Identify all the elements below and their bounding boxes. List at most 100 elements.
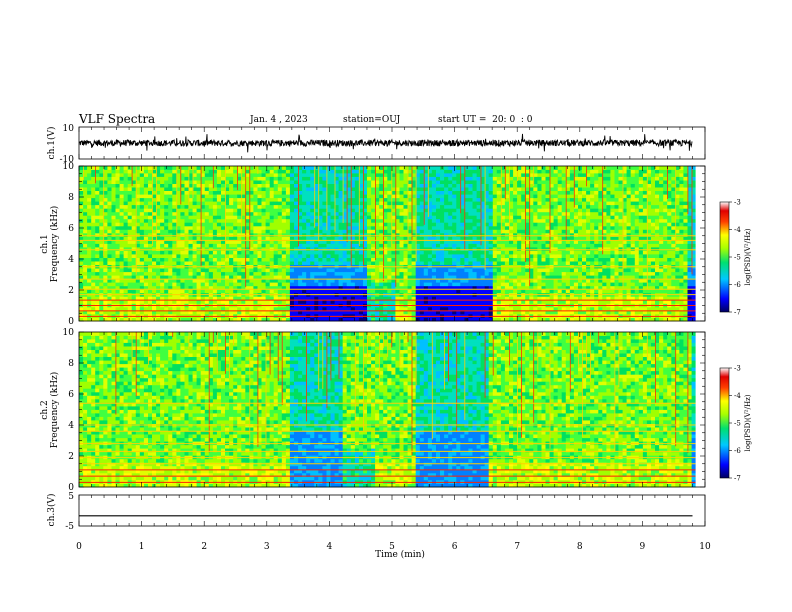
spectrogram-cell	[95, 173, 100, 177]
spectrogram-cell	[294, 222, 299, 227]
spectrogram-cell	[363, 240, 368, 244]
spectrogram-cell	[456, 236, 461, 241]
spectrogram-cell	[488, 208, 494, 213]
spectrogram-cell	[281, 173, 287, 177]
spectrogram-cell	[273, 222, 279, 227]
spectrogram-cell	[87, 306, 92, 311]
sferic-streak	[241, 166, 243, 234]
spectrogram-cell	[87, 225, 92, 230]
spectrogram-cell	[383, 268, 388, 273]
spectrogram-cell	[229, 194, 234, 199]
spectrogram-cell	[277, 222, 283, 227]
spectrogram-cell	[367, 254, 372, 258]
spectrogram-cell	[212, 296, 218, 301]
spectrogram-cell	[427, 317, 433, 322]
spectrogram-cell	[517, 211, 522, 216]
spectrogram-cell	[253, 285, 258, 290]
spectrogram-cell	[456, 197, 461, 202]
spectrogram-cell	[233, 289, 238, 294]
spectrogram-cell	[322, 310, 327, 315]
spectrogram-cell	[188, 201, 193, 206]
spectrogram-cell	[148, 254, 153, 258]
spectrogram-cell	[456, 211, 461, 216]
spectrogram-cell	[225, 271, 230, 276]
spectrogram-cell	[306, 187, 311, 191]
spectrogram-cell	[322, 194, 327, 199]
spectrogram-cell	[310, 282, 315, 287]
spectrogram-cell	[427, 218, 433, 223]
spectrogram-cell	[225, 289, 230, 294]
spectrogram-cell	[375, 243, 380, 248]
spectrogram-cell	[407, 268, 413, 273]
spectrogram-cell	[127, 285, 133, 290]
spectrogram-cell	[265, 317, 271, 322]
spectrogram-cell	[168, 176, 173, 181]
spectrogram-cell	[253, 254, 258, 258]
spectrogram-cell	[188, 299, 193, 304]
spectrogram-cell	[135, 250, 141, 255]
spectrogram-cell	[212, 240, 218, 244]
spectrogram-cell	[245, 310, 250, 315]
spectrogram-cell	[188, 278, 193, 283]
spectrogram-cell	[156, 232, 161, 237]
spectrogram-cell	[427, 236, 433, 241]
spectrogram-cell	[294, 299, 299, 304]
spectrogram-cell	[192, 173, 198, 177]
spectrogram-cell	[237, 240, 242, 244]
spectrogram-cell	[326, 176, 331, 181]
spectrogram-cell	[517, 271, 522, 276]
spectrogram-cell	[350, 180, 356, 184]
spectrogram-cell	[172, 232, 177, 237]
spectrogram-cell	[103, 166, 108, 170]
spectrogram-cell	[192, 218, 198, 223]
spectrogram-cell	[265, 268, 271, 273]
spectrogram-cell	[180, 166, 185, 170]
spectrogram-cell	[334, 204, 340, 209]
spectrogram-cell	[135, 201, 141, 206]
spectrogram-cell	[245, 282, 250, 287]
spectrogram-cell	[184, 211, 189, 216]
spectrogram-cell	[363, 247, 368, 251]
spectrogram-cell	[326, 197, 331, 202]
spectrogram-cell	[152, 211, 157, 216]
spectrogram-cell	[115, 215, 120, 220]
spectrogram-cell	[160, 194, 165, 199]
spectrogram-cell	[156, 289, 161, 294]
spectrogram-cell	[123, 289, 129, 294]
spectrogram-cell	[298, 240, 303, 244]
spectrogram-cell	[257, 229, 262, 234]
spectrogram-cell	[83, 190, 88, 195]
spectrogram-cell	[143, 222, 149, 227]
spectrogram-cell	[294, 282, 299, 287]
spectrogram-cell	[273, 268, 279, 273]
spectrogram-cell	[245, 271, 250, 276]
spectrogram-cell	[265, 201, 271, 206]
spectrogram-cell	[298, 225, 303, 230]
spectrogram-cell	[281, 169, 287, 174]
spectrogram-cell	[423, 310, 429, 315]
spectrogram-cell	[342, 215, 348, 220]
spectrogram-cell	[310, 229, 315, 234]
spectrogram-cell	[431, 310, 437, 315]
spectrogram-cell	[456, 250, 461, 255]
spectrogram-cell	[289, 183, 295, 188]
spectrogram-cell	[225, 173, 230, 177]
spectrogram-cell	[391, 306, 396, 311]
sferic-streak	[504, 166, 506, 200]
spectrogram-cell	[261, 240, 266, 244]
spectrogram-cell	[379, 278, 384, 283]
spectrogram-cell	[375, 232, 380, 237]
spectrogram-cell	[245, 296, 250, 301]
spectrogram-cell	[513, 197, 518, 202]
spectrogram-cell	[440, 180, 445, 184]
spectrogram-cell	[472, 173, 477, 177]
spectrogram-cell	[237, 317, 242, 322]
spectrogram-cell	[83, 247, 88, 251]
spectrogram-cell	[148, 271, 153, 276]
spectrogram-cell	[192, 240, 198, 244]
spectrogram-cell	[468, 268, 473, 273]
spectrogram-cell	[322, 183, 327, 188]
spectrogram-cell	[472, 247, 477, 251]
spectrogram-cell	[277, 173, 283, 177]
spectrogram-cell	[460, 247, 465, 251]
